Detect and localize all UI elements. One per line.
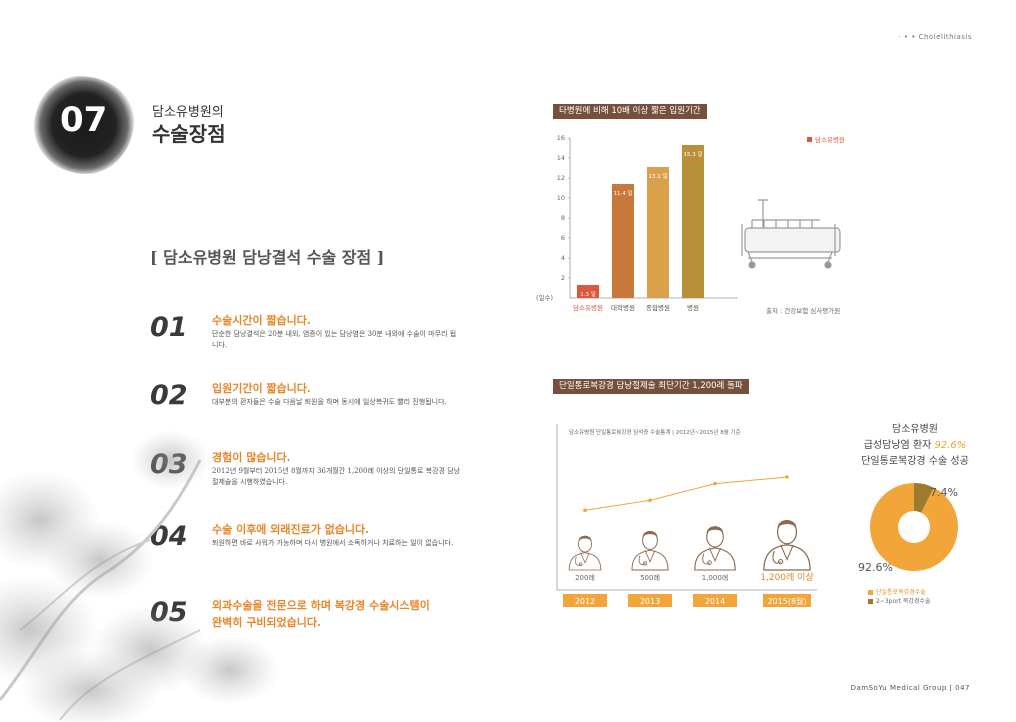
legend-label: 담소유병원 xyxy=(815,135,845,144)
donut-hole xyxy=(898,511,930,543)
bar xyxy=(577,285,599,298)
timeline-chart-tag: 단일통로복강경 담낭절제술 최단기간 1,200례 돌파 xyxy=(553,379,749,394)
surgery-count-timeline: 담소유병원 단일통로복강경 담석증 수술통계 | 2012년~2015년 8월 … xyxy=(556,424,817,607)
doctor-icon xyxy=(631,530,669,571)
doctor-icon xyxy=(763,520,811,571)
doctor-icon xyxy=(694,526,736,571)
donut-heading-line1: 담소유병원 xyxy=(892,424,938,435)
y-tick-label: 16 xyxy=(557,134,565,142)
count-label: 500례 xyxy=(640,573,660,582)
trend-point xyxy=(583,508,587,513)
bar xyxy=(682,145,704,298)
year-label: 2014 xyxy=(705,597,725,606)
year-label: 2012 xyxy=(575,597,595,606)
trend-line xyxy=(584,476,788,511)
legend-swatch xyxy=(868,599,873,604)
x-tick-label: 대학병원 xyxy=(611,303,635,312)
legend-label: 2~3port 복강경수술 xyxy=(876,598,931,605)
chapter-title: 수술장점 xyxy=(152,122,226,146)
source-note: 출처 : 건강보험 심사평가원 xyxy=(766,306,840,315)
timeline-note: 담소유병원 단일통로복강경 담석증 수술통계 | 2012년~2015년 8월 … xyxy=(569,428,741,436)
x-tick-label: 담소유병원 xyxy=(573,303,603,312)
y-tick-label: 4 xyxy=(561,254,565,262)
legend-item: 2~3port 복강경수술 xyxy=(868,597,930,606)
chapter-number: 07 xyxy=(60,100,108,140)
ink-blob-decoration xyxy=(34,76,134,174)
trend-point xyxy=(648,498,652,503)
y-tick-label: 6 xyxy=(561,234,565,242)
item-title: 외과수술을 전문으로 하며 복강경 수술시스템이 xyxy=(212,599,430,612)
section-heading: [ 담소유병원 담낭결석 수술 장점 ] xyxy=(150,248,385,267)
item-description: 단순한 담낭결석은 20분 내외, 염증이 있는 담낭염은 30분 내외에 수술… xyxy=(212,330,457,349)
item-title: 수술 이후에 외래진료가 없습니다. xyxy=(212,523,369,536)
success-rate-donut: 7.4% 92.6% xyxy=(858,483,958,574)
advantage-item: 03 경험이 많습니다. 2012년 9월부터 2015년 8월까지 36개월간… xyxy=(150,449,470,489)
advantage-item: 04 수술 이후에 외래진료가 없습니다. 퇴원하면 바로 사워가 가능하며 다… xyxy=(150,521,470,561)
count-label: 1,000례 xyxy=(702,573,728,582)
hospital-bed-illustration xyxy=(741,199,841,269)
footer: DamSoYu Medical Group | 047 xyxy=(850,684,970,692)
advantage-item: 01 수술시간이 짧습니다. 단순한 담낭결석은 20분 내외, 염증이 있는 … xyxy=(150,312,470,352)
donut-heading-line2: 급성담낭염 환자 92.6% xyxy=(840,438,990,454)
donut-legend: 단일통로복강경수술 2~3port 복강경수술 xyxy=(868,588,930,606)
year-badge xyxy=(563,594,607,607)
item-description: 대부분의 환자들은 수술 다음날 퇴원을 하며 동시에 일상복귀도 빨리 진행됩… xyxy=(212,398,447,406)
bar xyxy=(647,167,669,298)
legend-swatch xyxy=(868,590,873,595)
count-label: 1,200례 이상 xyxy=(760,572,813,583)
y-tick-label: 12 xyxy=(557,174,565,182)
donut-label-big: 92.6% xyxy=(858,561,893,574)
item-number: 04 xyxy=(150,521,188,552)
doctor-icon xyxy=(568,535,602,571)
year-badge xyxy=(763,594,811,607)
year-label: 2013 xyxy=(640,597,660,606)
year-badge xyxy=(628,594,672,607)
bar-value-label: 1.3 일 xyxy=(580,290,596,298)
donut-heading: 담소유병원 급성담낭염 환자 92.6% 단일통로복강경 수술 성공 xyxy=(840,422,990,470)
trend-point xyxy=(713,481,717,486)
item-number: 02 xyxy=(150,380,188,411)
donut-label-small: 7.4% xyxy=(930,486,958,499)
donut-heading-highlight: 92.6% xyxy=(934,440,967,451)
item-title: 경험이 많습니다. xyxy=(212,451,291,464)
header-category: · • • Cholelithiasis xyxy=(898,33,972,41)
legend-swatch xyxy=(807,137,812,142)
year-label: 2015(8월) xyxy=(767,596,806,606)
item-description: 퇴원하면 바로 사워가 가능하며 다시 병원에서 소독하거나 치료하는 일이 없… xyxy=(212,539,454,547)
count-label: 200례 xyxy=(575,573,595,582)
legend-label: 단일통로복강경수술 xyxy=(876,589,926,596)
year-badge xyxy=(693,594,737,607)
donut-heading-line3: 단일통로복강경 수술 성공 xyxy=(861,456,969,467)
chapter-subtitle: 담소유병원의 xyxy=(152,105,224,120)
item-number: 01 xyxy=(150,312,188,343)
item-description: 2012년 9월부터 2015년 8월까지 36개월간 1,200례 이상의 단… xyxy=(212,467,461,486)
bar xyxy=(612,184,634,298)
y-tick-label: 2 xyxy=(561,274,565,282)
y-tick-label: 14 xyxy=(557,154,565,162)
x-tick-label: 병원 xyxy=(687,303,699,312)
advantage-item: 05 외과수술을 전문으로 하며 복강경 수술시스템이 완벽히 구비되었습니다. xyxy=(150,597,470,637)
item-title-line2: 완벽히 구비되었습니다. xyxy=(212,616,321,629)
item-title: 수술시간이 짧습니다. xyxy=(212,314,311,327)
item-number: 03 xyxy=(150,449,188,480)
item-title: 입원기간이 짧습니다. xyxy=(212,382,311,395)
bar-chart-tag: 타병원에 비해 10배 이상 짧은 입원기간 xyxy=(553,104,707,119)
y-tick-label: 10 xyxy=(557,194,565,202)
bar-value-label: 11.4 일 xyxy=(613,189,632,197)
y-unit-label: (일수) xyxy=(536,293,553,302)
legend-item: 단일통로복강경수술 xyxy=(868,588,930,597)
bar-value-label: 13.1 일 xyxy=(648,172,667,180)
donut-heading-prefix: 급성담낭염 환자 xyxy=(863,440,935,451)
bar-value-label: 15.3 일 xyxy=(683,150,702,158)
trend-point xyxy=(785,475,789,479)
x-tick-label: 종합병원 xyxy=(646,303,670,312)
item-number: 05 xyxy=(150,597,188,628)
advantage-item: 02 입원기간이 짧습니다. 대부분의 환자들은 수술 다음날 퇴원을 하며 동… xyxy=(150,380,470,420)
y-tick-label: 8 xyxy=(561,214,565,222)
